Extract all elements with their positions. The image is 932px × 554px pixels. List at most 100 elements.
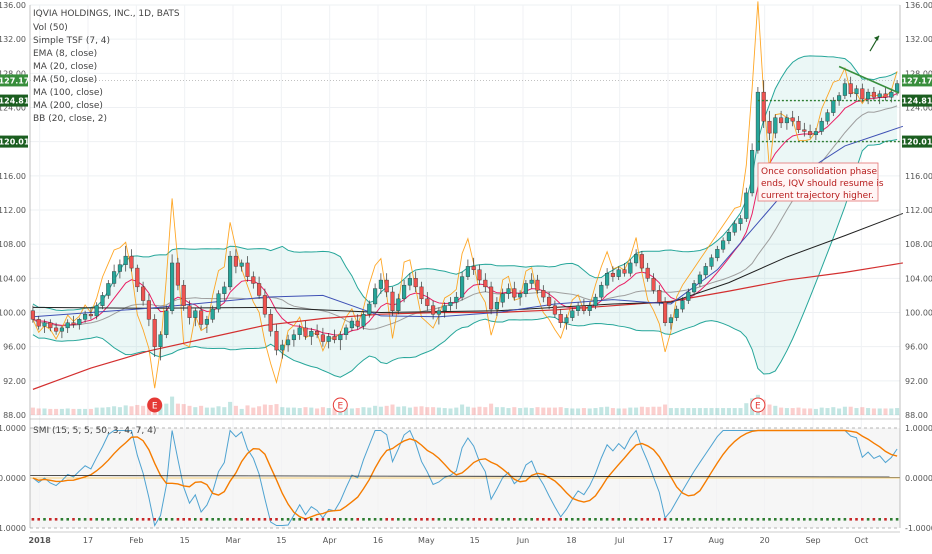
candle-body xyxy=(709,257,714,267)
smi-signal-dot xyxy=(379,518,383,521)
smi-signal-dot xyxy=(199,518,203,521)
volume-bar xyxy=(309,407,314,415)
candle-body xyxy=(448,302,453,306)
volume-bar xyxy=(315,408,320,415)
candle-body xyxy=(396,298,401,311)
candle-body xyxy=(100,295,105,306)
volume-bar xyxy=(425,407,430,415)
smi-signal-dot xyxy=(153,518,156,521)
candle-body xyxy=(721,240,726,250)
candle-body xyxy=(808,131,813,136)
ma-line-1 xyxy=(32,212,904,314)
candle-body xyxy=(767,120,772,134)
volume-bar xyxy=(744,403,749,415)
smi-signal-dot xyxy=(223,518,226,521)
y-tick-label-right: 108.00 xyxy=(905,240,932,249)
candle-body xyxy=(175,262,180,286)
smi-tick-left: 0.0000 xyxy=(0,474,26,483)
volume-bar xyxy=(547,407,552,415)
volume-bar xyxy=(175,403,180,415)
candle-body xyxy=(193,310,198,318)
smi-signal-dot xyxy=(884,518,887,521)
volume-bar xyxy=(228,401,233,415)
volume-bar xyxy=(477,406,482,415)
smi-signal-dot xyxy=(402,518,406,521)
volume-bar xyxy=(686,408,691,415)
candle-body xyxy=(657,290,662,303)
candles xyxy=(30,76,900,361)
smi-signal-dot xyxy=(310,518,313,521)
volume-bar xyxy=(871,408,876,415)
volume-bar xyxy=(483,407,488,415)
candle-body xyxy=(65,322,70,329)
smi-signal-dot xyxy=(362,518,365,521)
smi-signal-dot xyxy=(640,518,644,521)
y-tick-label-right: 92.00 xyxy=(905,377,928,386)
candle-body xyxy=(42,322,47,327)
trendline xyxy=(838,35,900,94)
candle-body xyxy=(860,88,865,100)
smi-signal-dot xyxy=(72,518,75,521)
volume-bar xyxy=(610,408,615,415)
smi-signal-dot xyxy=(785,518,789,521)
y-tick-label-right: 132.00 xyxy=(905,35,932,44)
candle-body xyxy=(842,83,847,96)
legend-line-vol: Vol (50) xyxy=(33,23,68,33)
volume-bar xyxy=(286,407,291,415)
smi-signal-dot xyxy=(849,518,852,521)
earnings-marker-circle xyxy=(147,397,163,413)
smi-signal-dot xyxy=(286,518,290,521)
price-tag-left-bg xyxy=(0,94,28,107)
volume-bar xyxy=(332,408,337,415)
volume-bar xyxy=(663,404,668,415)
smi-signal-dot xyxy=(176,518,180,521)
smi-signal-dot xyxy=(257,518,261,521)
candle-body xyxy=(477,269,482,281)
smi-signal-dot xyxy=(855,518,858,521)
volume-bar xyxy=(402,406,407,415)
legend: IQVIA HOLDINGS, INC., 1D, BATS Vol (50) … xyxy=(33,9,180,436)
smi-signal-dot xyxy=(837,518,841,521)
smi-signal-dot xyxy=(165,518,168,521)
smi-signal-dot xyxy=(304,518,307,521)
smi-signal-dot xyxy=(600,518,603,521)
annotation-box xyxy=(757,162,879,202)
smi-signal-dot xyxy=(681,518,684,521)
ma20-line xyxy=(32,105,898,330)
smi-signal-dot xyxy=(547,518,551,521)
price-tag-left-text: 127.17 xyxy=(0,76,29,85)
smi-label: SMI (15, 5, 5, 50, 3, 4, 7, 4) xyxy=(33,426,156,436)
volume-bar xyxy=(842,406,847,415)
annotation-line-1: Once consolidation phase xyxy=(761,167,877,177)
candle-body xyxy=(419,286,424,300)
volume-bar xyxy=(222,407,227,415)
volume-bar xyxy=(170,396,175,415)
smi-signal-dot xyxy=(426,518,429,521)
x-tick-label: 15 xyxy=(276,536,286,545)
smi-signal-dot xyxy=(721,518,725,521)
y-tick-label-left: 136.00 xyxy=(0,1,26,10)
volume-bar xyxy=(245,405,250,415)
candle-body xyxy=(889,91,894,98)
volume-bar xyxy=(274,404,279,415)
volume-bar xyxy=(587,408,592,415)
smi-signal-dot xyxy=(252,518,255,521)
candle-body xyxy=(425,298,430,306)
x-tick-label: 17 xyxy=(83,536,93,545)
candle-body xyxy=(407,278,412,286)
y-tick-label-right: 100.00 xyxy=(905,309,932,318)
smi-signal-dot xyxy=(663,518,667,521)
smi-signal-dot xyxy=(43,518,46,521)
volume-bar xyxy=(460,404,465,415)
y-tick-label-left: 124.00 xyxy=(0,104,26,113)
volume-bar xyxy=(471,407,476,415)
candle-body xyxy=(668,317,673,323)
smi-signal-dot xyxy=(228,518,232,521)
smi-signal-dot xyxy=(460,518,464,521)
candle-body xyxy=(355,320,360,327)
volume-bars xyxy=(30,394,900,415)
volume-bar xyxy=(187,405,192,415)
volume-bar xyxy=(36,408,41,415)
